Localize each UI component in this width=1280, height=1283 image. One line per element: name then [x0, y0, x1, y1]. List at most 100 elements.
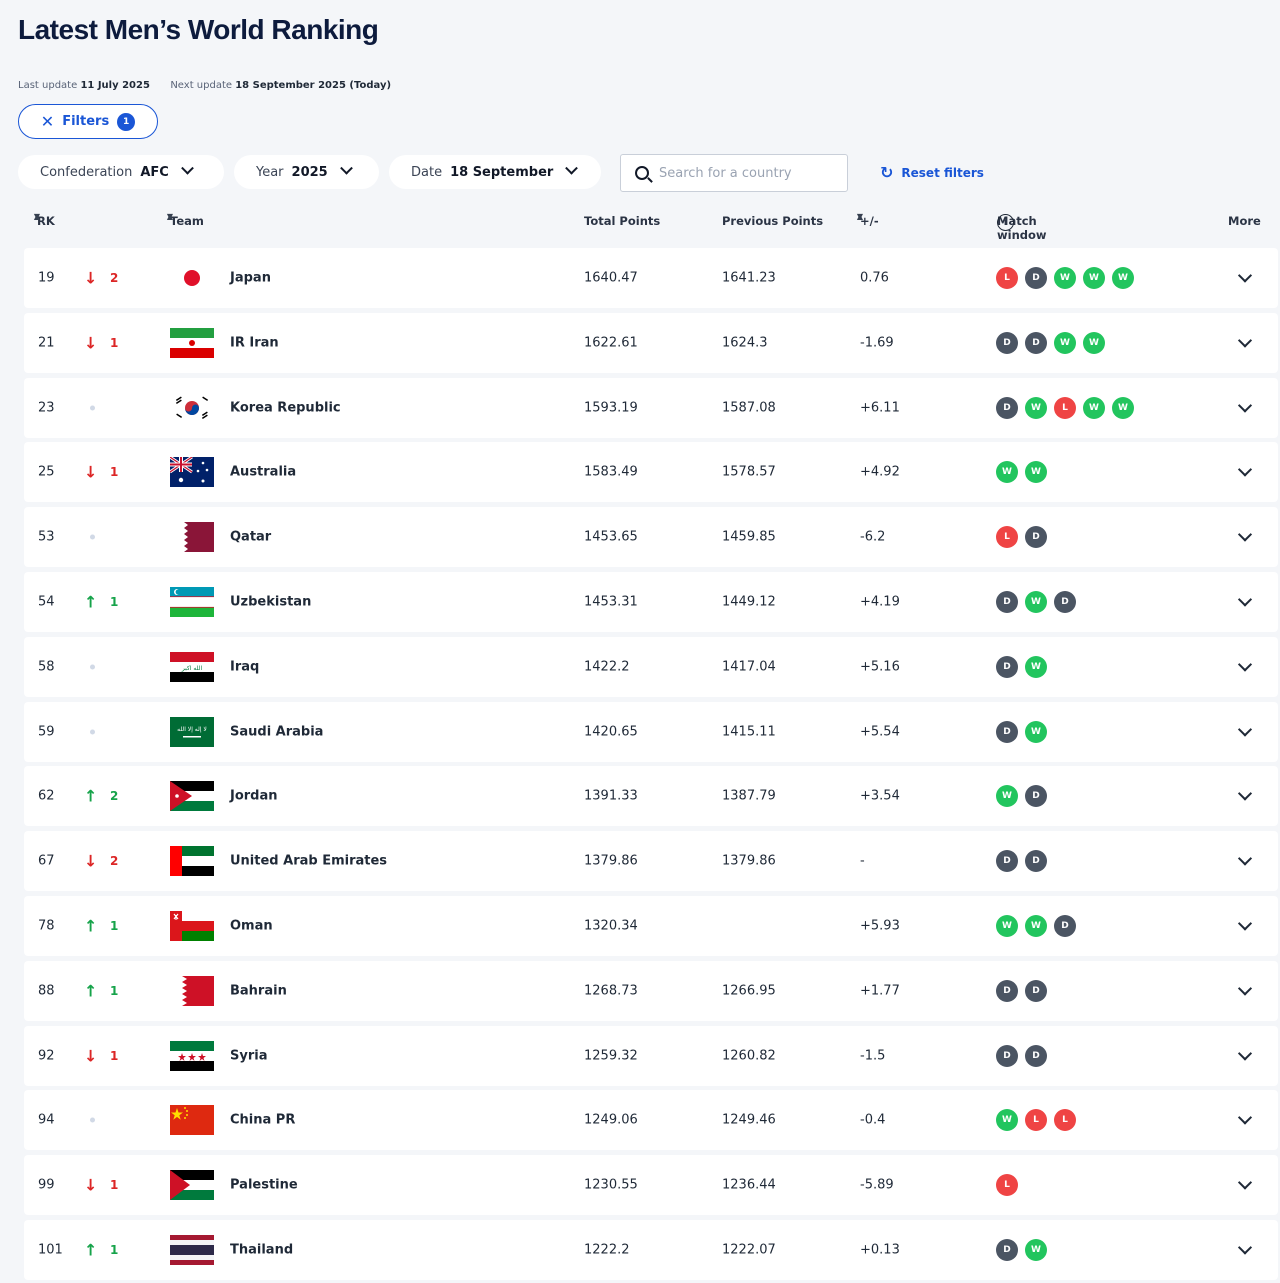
next-update-value: 18 September 2025 (Today)	[235, 80, 392, 91]
table-row[interactable]: 59 لا إله إلا الله Saudi Arabia 1420.65 …	[24, 701, 1278, 762]
chevron-down-icon[interactable]	[1237, 657, 1253, 672]
match-result-badge: D	[1025, 267, 1047, 289]
arrow-up-icon: ↑	[84, 916, 98, 936]
chevron-down-icon[interactable]	[1237, 981, 1253, 996]
table-row[interactable]: 67 ↓ 2 United Arab Emirates 1379.86 1379…	[24, 831, 1278, 892]
match-result-badge: W	[1112, 396, 1134, 419]
filters-button[interactable]: ✕ Filters 1	[18, 104, 158, 139]
date-dropdown[interactable]: Date 18 September	[389, 155, 601, 189]
rank: 59	[38, 724, 55, 740]
rank: 92	[38, 1048, 55, 1064]
flag-saudi-icon: لا إله إلا الله	[170, 716, 214, 747]
team-name[interactable]: IR Iran	[230, 335, 279, 351]
team-name[interactable]: United Arab Emirates	[230, 853, 388, 869]
chevron-down-icon[interactable]	[1237, 1240, 1253, 1255]
arrow-down-icon: ↓	[84, 1175, 98, 1195]
search-box[interactable]	[620, 154, 848, 192]
total-points: 1249.06	[584, 1112, 638, 1128]
points-diff: -1.69	[860, 335, 894, 351]
team-name[interactable]: Iraq	[230, 659, 260, 675]
close-icon[interactable]: ✕	[40, 112, 55, 131]
chevron-down-icon[interactable]	[1237, 333, 1253, 348]
match-window: L	[996, 1174, 1018, 1197]
svg-text:لا إله إلا الله: لا إله إلا الله	[177, 726, 207, 733]
chevron-down-icon[interactable]	[1237, 398, 1253, 413]
team-name[interactable]: Korea Republic	[230, 400, 341, 416]
points-diff: -6.2	[860, 529, 886, 545]
team-name[interactable]: Bahrain	[230, 983, 287, 999]
team-name[interactable]: Saudi Arabia	[230, 724, 324, 740]
rank-change: 1	[110, 1178, 119, 1193]
confederation-dropdown[interactable]: Confederation AFC	[18, 155, 224, 189]
reset-filters-label: Reset filters	[901, 165, 984, 180]
points-diff: -	[860, 853, 865, 869]
chevron-down-icon[interactable]	[1237, 1045, 1253, 1061]
flag-qatar-icon	[170, 522, 214, 553]
chevron-down-icon[interactable]	[1237, 1110, 1253, 1125]
team-name[interactable]: Syria	[230, 1048, 268, 1064]
chevron-down-icon[interactable]	[1237, 1175, 1253, 1190]
chevron-down-icon[interactable]	[1237, 462, 1253, 477]
points-diff: -0.4	[860, 1112, 886, 1128]
points-diff: +1.77	[860, 983, 900, 999]
table-row[interactable]: 58 الله اكبر Iraq 1422.2 1417.04 +5.16 D…	[24, 636, 1278, 697]
chevron-down-icon[interactable]	[1237, 851, 1253, 866]
table-row[interactable]: 23 Korea Republic 1593.19 1587.08 +6.11 …	[24, 377, 1278, 438]
chevron-down-icon[interactable]	[1237, 786, 1253, 801]
column-diff-label: +/-	[860, 214, 879, 228]
table-row[interactable]: 99 ↓ 1 Palestine 1230.55 1236.44 -5.89 L	[24, 1155, 1278, 1216]
chevron-down-icon[interactable]	[1237, 722, 1253, 737]
rank-change: 1	[110, 335, 119, 350]
team-name[interactable]: Australia	[230, 464, 297, 480]
chevron-down-icon[interactable]	[1237, 916, 1253, 931]
team-name[interactable]: Japan	[230, 270, 271, 286]
table-row[interactable]: 54 ↑ 1 Uzbekistan 1453.31 1449.12 +4.19 …	[24, 571, 1278, 632]
match-result-badge: D	[1025, 979, 1047, 1002]
reset-filters-button[interactable]: ↻ Reset filters	[880, 163, 984, 182]
chevron-down-icon	[180, 161, 194, 175]
chevron-down-icon[interactable]	[1237, 268, 1253, 283]
match-result-badge: D	[996, 1238, 1018, 1261]
team-name[interactable]: Jordan	[230, 788, 278, 804]
team-name[interactable]: Palestine	[230, 1177, 298, 1193]
total-points: 1422.2	[584, 659, 630, 675]
next-update-label: Next update	[170, 80, 233, 91]
match-result-badge: L	[1025, 1109, 1047, 1132]
table-row[interactable]: 25 ↓ 1 Australia 1583.49 1578.57 +4.92 W…	[24, 442, 1278, 503]
team-name[interactable]: Qatar	[230, 529, 272, 545]
match-result-badge: D	[1025, 1044, 1047, 1067]
team-name[interactable]: Uzbekistan	[230, 594, 312, 610]
total-points: 1391.33	[584, 788, 638, 804]
team-name[interactable]: China PR	[230, 1112, 296, 1128]
arrow-up-icon: ↑	[84, 1240, 98, 1260]
total-points: 1622.61	[584, 335, 638, 351]
search-input[interactable]	[659, 165, 829, 181]
column-more: More	[1228, 214, 1261, 228]
arrow-up-icon: ↑	[84, 786, 98, 806]
points-diff: +3.54	[860, 788, 900, 804]
info-icon[interactable]: i	[997, 214, 1014, 231]
year-dropdown[interactable]: Year 2025	[234, 155, 379, 189]
chevron-down-icon[interactable]	[1237, 527, 1253, 542]
team-name[interactable]: Oman	[230, 918, 273, 934]
chevron-down-icon	[565, 161, 579, 175]
team-name[interactable]: Thailand	[230, 1242, 294, 1258]
previous-points: 1379.86	[722, 853, 776, 869]
match-result-badge: D	[996, 850, 1018, 873]
chevron-down-icon[interactable]	[1237, 592, 1253, 607]
match-result-badge: D	[996, 331, 1018, 354]
previous-points: 1587.08	[722, 400, 776, 416]
rank: 54	[38, 594, 55, 610]
